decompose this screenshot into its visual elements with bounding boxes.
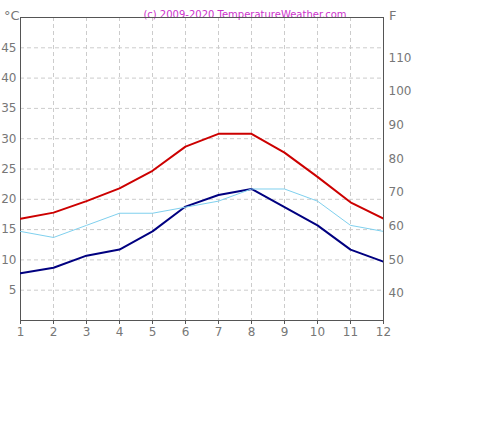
svg-text:100: 100 [389, 84, 412, 98]
svg-text:25: 25 [1, 162, 16, 176]
svg-text:60: 60 [389, 219, 404, 233]
svg-text:40: 40 [389, 286, 404, 300]
svg-text:6: 6 [182, 325, 190, 339]
svg-text:4: 4 [116, 325, 124, 339]
svg-text:8: 8 [248, 325, 256, 339]
svg-text:12: 12 [376, 325, 391, 339]
svg-text:7: 7 [215, 325, 223, 339]
svg-text:30: 30 [1, 132, 16, 146]
svg-text:50: 50 [389, 253, 404, 267]
svg-text:110: 110 [389, 51, 412, 65]
svg-text:90: 90 [389, 118, 404, 132]
svg-text:40: 40 [1, 71, 16, 85]
svg-text:5: 5 [149, 325, 157, 339]
svg-text:11: 11 [343, 325, 358, 339]
svg-text:10: 10 [1, 253, 16, 267]
svg-text:70: 70 [389, 185, 404, 199]
html-text:°C: °C [4, 8, 20, 23]
svg-text:80: 80 [389, 152, 404, 166]
svg-text:10: 10 [310, 325, 325, 339]
svg-text:15: 15 [1, 222, 16, 236]
svg-text:35: 35 [1, 101, 16, 115]
svg-text:20: 20 [1, 192, 16, 206]
svg-text:5: 5 [9, 283, 17, 297]
svg-text:1: 1 [17, 325, 25, 339]
html-text:(c) 2009-2020 TemperatureWeath: (c) 2009-2020 TemperatureWeather.com [143, 9, 347, 20]
html-text:F: F [389, 8, 397, 23]
svg-text:2: 2 [50, 325, 58, 339]
svg-text:9: 9 [281, 325, 289, 339]
svg-text:3: 3 [83, 325, 91, 339]
svg-text:45: 45 [1, 41, 16, 55]
